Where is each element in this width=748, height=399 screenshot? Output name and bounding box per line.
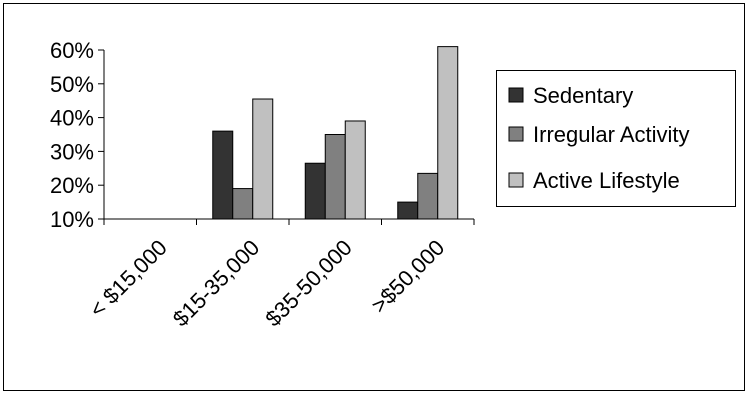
bar-sedentary — [212, 130, 234, 220]
bar-sedentary — [304, 162, 326, 220]
legend-label: Sedentary — [533, 83, 633, 108]
y-tick-label: 30% — [50, 139, 94, 164]
bar-irregular-activity — [417, 172, 439, 220]
y-tick-label: 50% — [50, 72, 94, 97]
legend-swatch — [508, 172, 524, 188]
bar-irregular-activity — [232, 188, 254, 220]
bar-irregular-activity — [324, 134, 346, 220]
bar-active-lifestyle — [344, 120, 366, 220]
y-tick-label: 40% — [50, 106, 94, 131]
y-tick-label: 20% — [50, 173, 94, 198]
legend-swatch — [508, 87, 524, 103]
bars — [212, 46, 459, 220]
bar-sedentary — [397, 201, 419, 220]
y-tick-label: 60% — [50, 38, 94, 63]
legend-label: Irregular Activity — [533, 122, 690, 147]
legend-label: Active Lifestyle — [533, 168, 680, 193]
y-tick-label: 10% — [50, 207, 94, 232]
legend: Sedentary Irregular Activity Active Lifest… — [496, 70, 736, 207]
legend-swatch — [508, 126, 524, 142]
bar-active-lifestyle — [437, 46, 459, 220]
legend-box — [496, 70, 736, 207]
bar-active-lifestyle — [252, 98, 274, 220]
y-axis: 10% 20% 30% 40% 50% 60% — [50, 38, 105, 232]
